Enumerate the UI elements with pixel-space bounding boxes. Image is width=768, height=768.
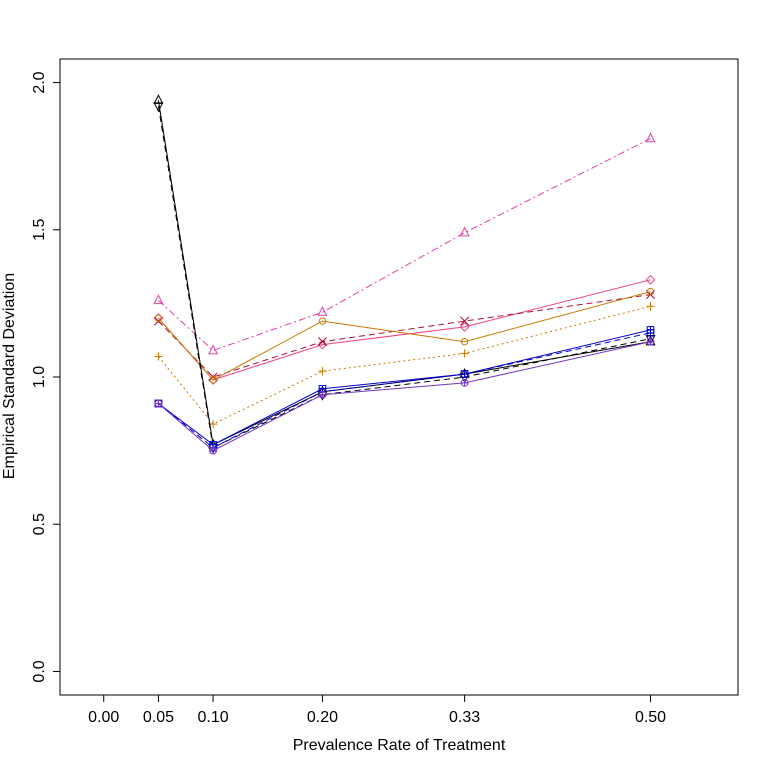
marker-bar — [317, 337, 328, 347]
data-point — [460, 349, 469, 358]
x-tick-label: 0.00 — [88, 709, 119, 726]
data-point — [153, 94, 164, 104]
data-point — [460, 378, 469, 387]
data-point — [317, 337, 328, 347]
data-point — [153, 102, 164, 113]
data-point — [154, 399, 163, 408]
series-magenta-triangle — [153, 132, 656, 355]
data-point — [460, 316, 470, 326]
series-purple-circle — [154, 337, 655, 455]
y-tick-label: 1.5 — [31, 219, 48, 241]
data-point — [154, 352, 163, 361]
series-black-triangle-up — [153, 94, 656, 449]
data-point — [459, 322, 470, 332]
data-point — [460, 337, 469, 346]
marker-bar — [460, 316, 470, 326]
y-axis-label: Empirical Standard Deviation — [1, 273, 18, 479]
data-point — [646, 287, 655, 296]
y-axis: 0.0 0.5 1.0 1.5 2.0 — [31, 71, 61, 683]
series-line — [158, 291, 651, 381]
data-point — [209, 446, 217, 455]
y-tick-label: 0.5 — [31, 513, 48, 535]
series-line — [158, 294, 651, 378]
data-point — [645, 274, 656, 285]
x-tick-label: 0.05 — [143, 709, 174, 726]
x-tick-label: 0.10 — [198, 709, 229, 726]
series-line — [158, 332, 651, 449]
data-point — [208, 344, 219, 355]
data-point — [153, 294, 164, 305]
data-point — [318, 317, 327, 325]
data-point — [317, 339, 328, 350]
data-point — [317, 306, 328, 316]
series-blue-square-2 — [154, 329, 655, 452]
series-line — [157, 100, 651, 446]
series-layer — [153, 94, 656, 455]
series-line — [157, 106, 651, 449]
x-tick-label: 0.33 — [449, 709, 480, 726]
x-axis: 0.00 0.05 0.10 0.20 0.33 0.50 — [88, 694, 666, 726]
y-tick-label: 1.0 — [31, 366, 48, 388]
data-point — [318, 390, 327, 399]
y-tick-label: 0.0 — [31, 660, 48, 682]
series-darkred-x — [153, 290, 656, 382]
data-point — [154, 314, 163, 322]
y-tick-label: 2.0 — [31, 71, 48, 93]
x-axis-label: Prevalence Rate of Treatment — [293, 737, 506, 754]
series-line — [158, 138, 651, 352]
series-line — [158, 341, 651, 452]
series-black-triangle-down — [153, 102, 656, 454]
data-point — [459, 226, 470, 237]
x-tick-label: 0.50 — [635, 709, 666, 726]
series-orange-circle — [154, 287, 655, 384]
data-point — [646, 337, 655, 346]
data-point — [645, 132, 656, 143]
series-orange-plus — [154, 302, 655, 429]
series-line — [158, 329, 651, 446]
data-point — [209, 376, 217, 384]
data-point — [460, 370, 469, 378]
series-line — [158, 305, 651, 425]
data-point — [646, 329, 655, 337]
data-point — [646, 302, 655, 311]
data-point — [318, 366, 327, 376]
x-tick-label: 0.20 — [307, 709, 338, 726]
plot-frame — [59, 58, 739, 696]
